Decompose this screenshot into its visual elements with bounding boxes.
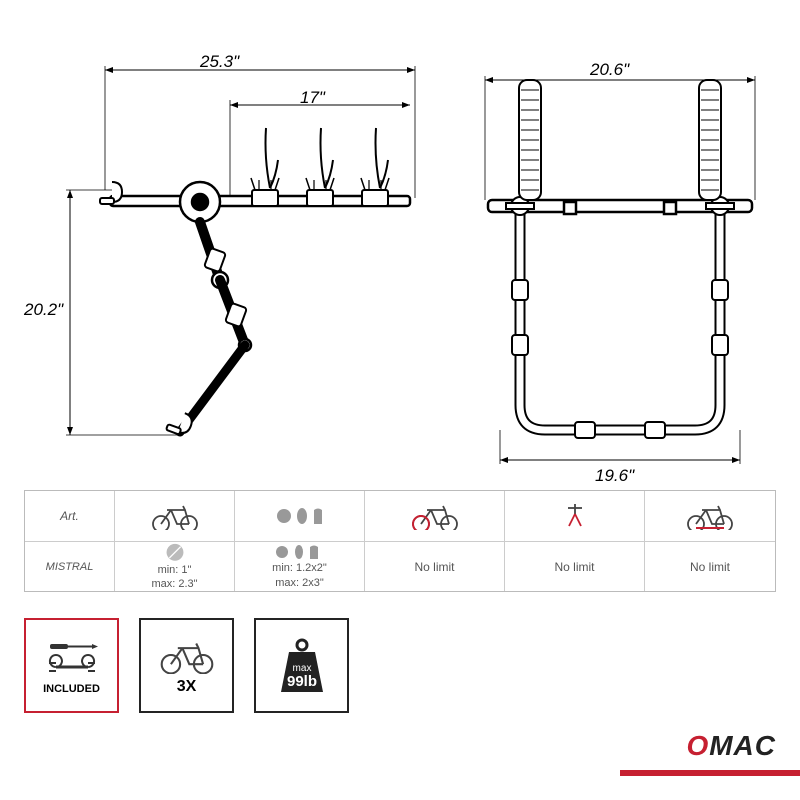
- tools-icon: [42, 637, 102, 679]
- spec-table: Art.: [24, 490, 776, 592]
- badge-capacity-value: 3X: [177, 678, 197, 696]
- wheel-cell: No limit: [365, 542, 505, 591]
- logo-o: O: [686, 730, 709, 761]
- dim-left-height: 20.2": [24, 300, 63, 320]
- badge-included: INCLUDED: [24, 618, 119, 713]
- tube-shape-cell: min: 1.2x2" max: 2x3": [235, 542, 365, 591]
- brand-logo: OMAC: [686, 730, 776, 762]
- header-wheelbase-icon: [645, 491, 775, 541]
- tube-dia-cell: min: 1" max: 2.3": [115, 542, 235, 591]
- technical-drawings: [0, 0, 800, 480]
- header-bike-icon: [115, 491, 235, 541]
- dim-right-top: 20.6": [590, 60, 629, 80]
- dim-top-outer: 25.3": [200, 52, 239, 72]
- header-art: Art.: [25, 491, 115, 541]
- tube-shape-min: min: 1.2x2": [272, 562, 327, 575]
- info-badges: INCLUDED 3X max 99lb: [24, 618, 349, 713]
- badge-capacity: 3X: [139, 618, 234, 713]
- header-fork-icon: [505, 491, 645, 541]
- dim-right-bottom: 19.6": [595, 466, 634, 486]
- tube-dia-min: min: 1": [158, 564, 192, 577]
- weight-icon: max 99lb: [269, 636, 335, 696]
- fork-cell: No limit: [505, 542, 645, 591]
- wheelbase-cell: No limit: [645, 542, 775, 591]
- header-wheel-icon: [365, 491, 505, 541]
- badge-weight: max 99lb: [254, 618, 349, 713]
- accent-bar: [620, 770, 800, 776]
- tube-shape-max: max: 2x3": [275, 577, 324, 590]
- svg-text:99lb: 99lb: [286, 673, 316, 690]
- logo-rest: MAC: [709, 730, 776, 761]
- header-tubeshape-icon: [235, 491, 365, 541]
- table-row: Art.: [25, 491, 775, 541]
- row-label: MISTRAL: [25, 542, 115, 591]
- badge-included-label: INCLUDED: [43, 683, 100, 695]
- bike-icon: [157, 636, 217, 674]
- table-row: MISTRAL min: 1" max: 2.3" min: 1.2x2" ma…: [25, 541, 775, 591]
- dim-top-inner: 17": [300, 88, 325, 108]
- tube-dia-max: max: 2.3": [151, 578, 197, 591]
